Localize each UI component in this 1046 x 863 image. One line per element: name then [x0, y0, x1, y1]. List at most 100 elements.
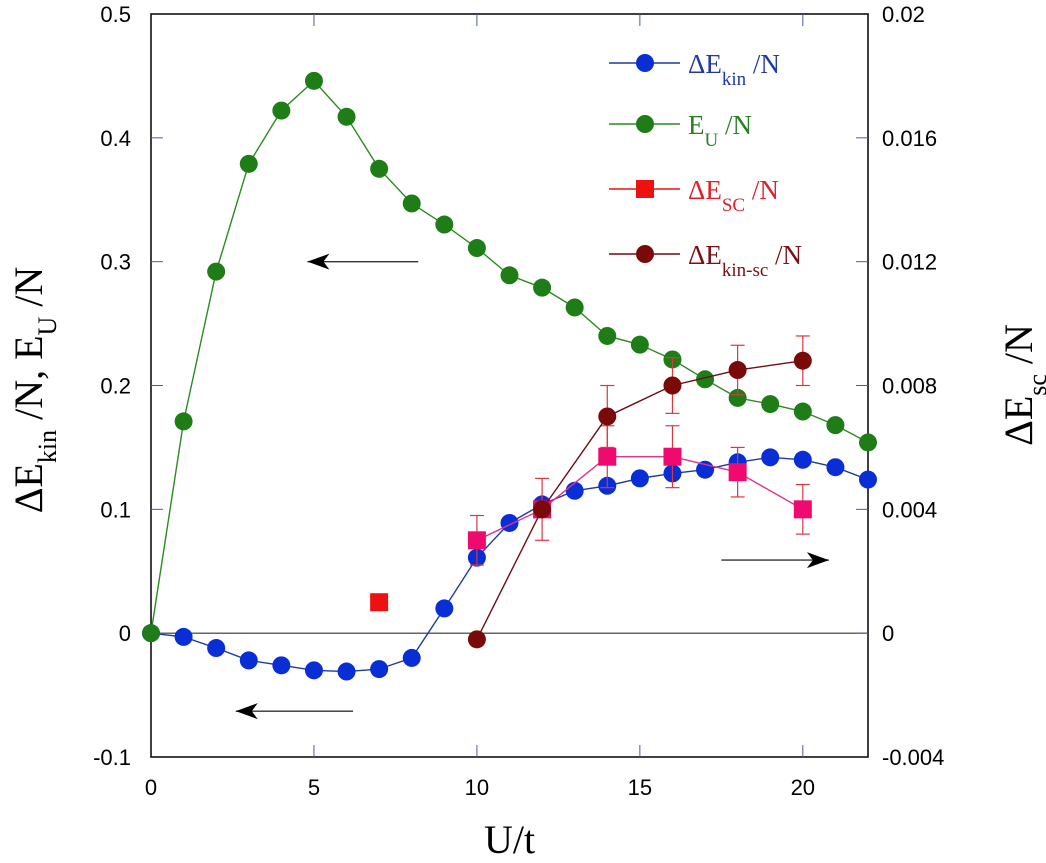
y-right-axis-title: ΔEsc /N — [996, 324, 1046, 446]
data-point — [630, 469, 649, 488]
y-left-tick-label: 0.2 — [100, 374, 131, 399]
data-point — [859, 433, 877, 452]
y-right-tick-label: -0.004 — [882, 745, 944, 770]
data-point — [174, 627, 193, 646]
data-point — [826, 416, 845, 435]
y-left-tick-label: 0.5 — [100, 2, 131, 27]
y-left-tick-label: -0.1 — [93, 745, 131, 770]
y-right-tick-label: 0.02 — [882, 2, 925, 27]
data-point — [663, 376, 682, 395]
data-point — [370, 159, 389, 178]
y-left-tick-label: 0 — [119, 621, 131, 646]
x-axis-title: U/t — [484, 817, 535, 862]
data-point — [239, 154, 258, 173]
data-point — [598, 447, 617, 466]
data-point — [728, 388, 747, 407]
y-right-tick-label: 0 — [882, 621, 894, 646]
data-point — [500, 266, 519, 285]
data-point — [467, 239, 486, 258]
plot-area — [142, 71, 877, 681]
data-point — [533, 278, 552, 297]
arrow-head — [307, 253, 330, 270]
data-point — [565, 481, 584, 500]
data-point — [304, 661, 323, 680]
data-point — [630, 335, 649, 354]
series-2 — [370, 425, 812, 612]
data-point — [207, 262, 226, 281]
data-point — [272, 101, 291, 120]
legend-marker — [636, 54, 654, 72]
legend-marker — [636, 245, 654, 263]
data-point — [337, 107, 356, 126]
y-right-tick-label: 0.016 — [882, 126, 937, 151]
y-right-tick-label: 0.004 — [882, 497, 937, 522]
arrow-head — [806, 552, 829, 569]
legend-marker — [636, 115, 654, 133]
data-point — [402, 194, 421, 213]
data-point — [793, 351, 812, 370]
data-point — [337, 662, 356, 681]
legend-entry: EU /N — [609, 110, 752, 151]
x-tick-label: 15 — [628, 775, 652, 800]
legend-entry: ΔEkin-sc /N — [609, 240, 802, 281]
data-point — [402, 648, 421, 667]
data-point — [728, 361, 747, 380]
axes — [150, 13, 869, 758]
data-point — [467, 630, 486, 649]
data-point — [304, 71, 323, 90]
data-point — [500, 513, 519, 532]
legend-entry: ΔEkin /N — [609, 49, 780, 90]
data-point — [565, 298, 584, 317]
y-left-tick-label: 0.1 — [100, 497, 131, 522]
data-point — [467, 531, 486, 550]
x-tick-label: 10 — [465, 775, 489, 800]
data-point — [728, 463, 747, 482]
data-point — [598, 407, 617, 426]
legend-entry: ΔESC /N — [609, 175, 779, 216]
series-3 — [467, 335, 812, 649]
data-point — [435, 215, 454, 234]
legend: ΔEkin /N EU /N ΔESC /N ΔEkin-sc /N — [609, 49, 802, 281]
data-point — [370, 660, 389, 679]
x-tick-label: 5 — [308, 775, 320, 800]
data-point — [207, 639, 226, 658]
data-point — [142, 624, 160, 643]
data-point — [793, 402, 812, 421]
data-point — [174, 412, 193, 431]
series-0 — [142, 448, 877, 681]
data-point — [272, 656, 291, 675]
data-point — [696, 370, 715, 389]
y-left-tick-label: 0.4 — [100, 126, 131, 151]
x-tick-label: 0 — [145, 775, 157, 800]
data-point-isolated — [370, 593, 389, 612]
y-right-tick-label: 0.012 — [882, 250, 937, 275]
y-right-tick-label: 0.008 — [882, 374, 937, 399]
arrow-head — [235, 703, 258, 720]
x-tick-label: 20 — [791, 775, 815, 800]
data-point — [663, 447, 682, 466]
data-point — [793, 450, 812, 469]
legend-label: ΔEkin-sc /N — [688, 240, 802, 281]
data-point — [761, 395, 780, 414]
series-line — [476, 360, 803, 640]
data-point — [859, 470, 877, 489]
data-point — [793, 500, 812, 519]
series-line — [476, 456, 804, 541]
legend-label: ΔEkin /N — [688, 49, 780, 90]
legend-label: ΔESC /N — [688, 175, 779, 216]
series-line — [150, 79, 869, 634]
data-point — [435, 599, 454, 618]
data-point — [533, 500, 552, 519]
series-1 — [142, 71, 877, 643]
data-point — [239, 651, 258, 670]
legend-marker — [636, 180, 654, 198]
data-point — [598, 326, 617, 345]
data-point — [761, 448, 780, 467]
data-point — [826, 458, 845, 477]
series-line — [150, 456, 869, 673]
axis-titles: U/t ΔEkin /N, EU /N ΔEsc /N — [6, 267, 1046, 862]
ticks: 0 5 10 15 20 -0.1 0 0.1 0.2 0.3 0.4 0.5 -0.004 0 0.004… — [93, 2, 944, 800]
plot-frame — [150, 13, 869, 758]
y-left-axis-title: ΔEkin /N, EU /N — [6, 267, 62, 514]
